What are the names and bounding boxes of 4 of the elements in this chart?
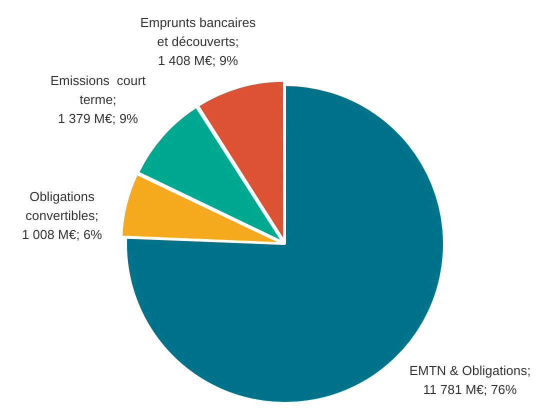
slice-label: Obligations convertibles; 1 008 M€; 6% — [22, 188, 102, 244]
slice-label: EMTN & Obligations; 11 781 M€; 76% — [409, 362, 531, 399]
slice-label: Emissions court terme; 1 379 M€; 9% — [50, 72, 146, 128]
slice-label: Emprunts bancaires et découverts; 1 408 M€; 9% — [140, 14, 256, 70]
